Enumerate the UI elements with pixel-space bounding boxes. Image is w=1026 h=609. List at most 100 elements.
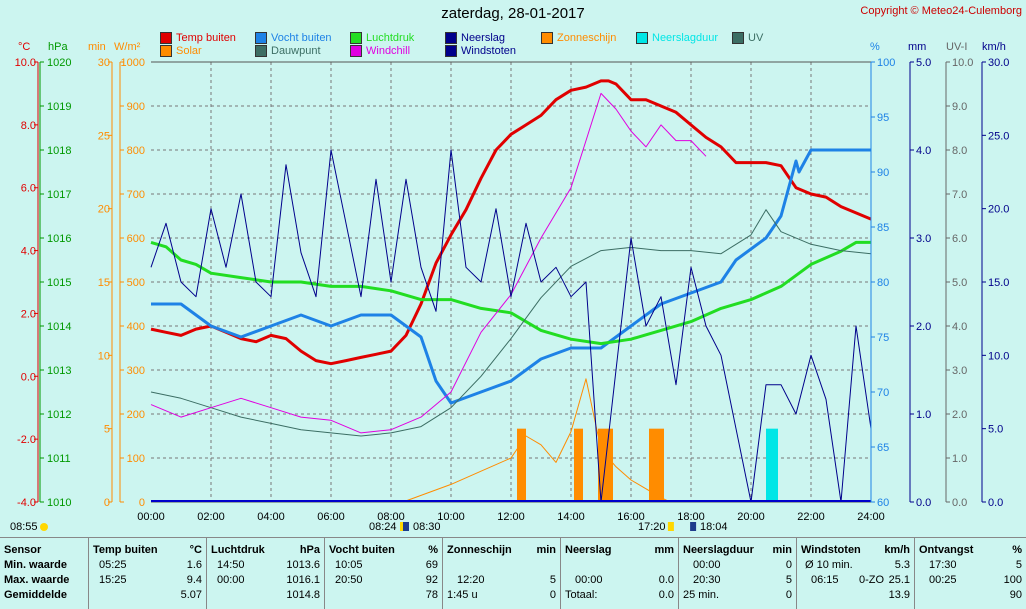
axis-label-press: 1010 (47, 497, 71, 509)
legend-item: Dauwpunt (255, 45, 321, 57)
axis-unit-temp: °C (18, 41, 31, 53)
x-tick-label: 20:00 (737, 511, 765, 523)
x-tick-label: 18:00 (677, 511, 705, 523)
col-temp: Temp buiten °C 05:25 1.6 15:25 9.4 5.07 (88, 538, 206, 609)
legend-item: Solar (160, 45, 202, 57)
axis-label-solar: 100 (127, 453, 145, 465)
x-tick-label: 12:00 (497, 511, 525, 523)
x-tick-label: 24:00 (857, 511, 885, 523)
wind-max-time: 06:15 (811, 574, 839, 586)
axis-label-press: 1013 (47, 365, 71, 377)
legend-label: Luchtdruk (366, 32, 415, 44)
raindur-min-time: 00:00 (693, 559, 721, 571)
unit-press: hPa (299, 544, 320, 556)
axis-label-mm: 1.0 (916, 409, 931, 421)
axis-label-hum: 90 (877, 167, 889, 179)
axis-label-kmh: 15.0 (988, 277, 1009, 289)
legend-item: Luchtdruk (350, 32, 414, 44)
axis-unit-kmh: km/h (982, 41, 1006, 53)
press-max-time: 00:00 (217, 574, 245, 586)
axis-label-mm: 0.0 (916, 497, 931, 509)
raindur-max-val: 5 (785, 574, 792, 586)
bar-neerslagduur (766, 428, 778, 502)
legend-item: Windchill (350, 45, 410, 57)
legend-swatch (160, 45, 172, 57)
unit-rain: mm (654, 544, 674, 556)
axis-label-press: 1016 (47, 233, 71, 245)
axis-unit-hum: % (870, 41, 880, 53)
hum-min-time: 10:05 (335, 559, 363, 571)
chart-title: zaterdag, 28-01-2017 (441, 5, 585, 22)
legend-label: UV (748, 32, 764, 44)
axis-label-temp: 0.0 (21, 371, 36, 383)
axis-label-min: 15 (98, 277, 110, 289)
col-recv: Ontvangst% 17:30 5 00:25 100 90 (914, 538, 1026, 609)
sun-max-time: 12:20 (457, 574, 485, 586)
axis-unit-solar: W/m² (114, 41, 141, 53)
axis-unit-uv: UV-I (946, 41, 968, 53)
axis-label-uv: 8.0 (952, 145, 967, 157)
temp-max-time: 15:25 (99, 574, 127, 586)
sun-total-val: 0 (549, 589, 556, 601)
axis-label-solar: 200 (127, 409, 145, 421)
axis-label-press: 1019 (47, 101, 71, 113)
axis-label-hum: 80 (877, 277, 889, 289)
temp-avg: 5.07 (180, 589, 202, 601)
axis-label-hum: 100 (877, 57, 895, 69)
axis-label-temp: 8.0 (21, 120, 36, 132)
axis-label-mm: 5.0 (916, 57, 931, 69)
sun-icon (40, 523, 48, 531)
stats-table: Sensor Min. waarde Max. waarde Gemiddeld… (0, 537, 1026, 609)
x-tick-label: 00:00 (137, 511, 165, 523)
bar-zonneschijn (517, 428, 526, 502)
axis-label-kmh: 30.0 (988, 57, 1009, 69)
recv-min-time: 17:30 (929, 559, 957, 571)
axis-label-temp: 4.0 (21, 246, 36, 258)
axis-label-uv: 7.0 (952, 189, 967, 201)
hdr-recv: Ontvangst (919, 544, 974, 556)
axis-label-mm: 2.0 (916, 321, 931, 333)
col-raindur: Neerslagduur min 00:00 0 20:30 5 25 min. 0 (678, 538, 796, 609)
legend-swatch (636, 32, 648, 44)
legend-item: Zonneschijn (541, 32, 616, 44)
legend-swatch (445, 32, 457, 44)
copyright: Copyright © Meteo24-Culemborg (860, 5, 1022, 17)
hdr-sun: Zonneschijn (447, 544, 512, 556)
axis-label-press: 1017 (47, 189, 71, 201)
sun-marker (690, 522, 697, 531)
axis-label-solar: 600 (127, 233, 145, 245)
series-line-temp-buiten (150, 79, 872, 366)
legend-swatch (541, 32, 553, 44)
temp-max-val: 9.4 (186, 574, 202, 586)
axis-label-mm: 3.0 (916, 233, 931, 245)
axis-label-kmh: 20.0 (988, 204, 1009, 216)
legend-label: Dauwpunt (271, 45, 321, 57)
unit-temp: °C (189, 544, 202, 556)
hum-min-val: 69 (425, 559, 438, 571)
sun-marker (403, 522, 409, 531)
press-min-time: 14:50 (217, 559, 245, 571)
legend-label: Vocht buiten (271, 32, 332, 44)
rain-total-val: 0.0 (658, 589, 674, 601)
bar-zonneschijn (574, 428, 583, 502)
raindur-total-val: 0 (785, 589, 792, 601)
axis-label-kmh: 0.0 (988, 497, 1003, 509)
axis-label-press: 1015 (47, 277, 71, 289)
lbl-avg: Gemiddelde (4, 589, 67, 601)
wind-min-val: 5.3 (894, 559, 910, 571)
series-line-luchtdruk (150, 240, 871, 346)
rain-max-time: 00:00 (575, 574, 603, 586)
axis-label-kmh: 5.0 (988, 424, 1003, 436)
axis-label-press: 1020 (47, 57, 71, 69)
legend-swatch (350, 45, 362, 57)
recv-max-time: 00:25 (929, 574, 957, 586)
legend-swatch (255, 45, 267, 57)
axis-label-press: 1012 (47, 409, 71, 421)
unit-hum: % (428, 544, 438, 556)
legend-label: Zonneschijn (557, 32, 617, 44)
axis-label-min: 25 (98, 130, 110, 142)
hdr-rain: Neerslag (565, 544, 612, 556)
legend-swatch (350, 32, 362, 44)
axis-label-press: 1018 (47, 145, 71, 157)
recv-max-val: 100 (1003, 574, 1022, 586)
